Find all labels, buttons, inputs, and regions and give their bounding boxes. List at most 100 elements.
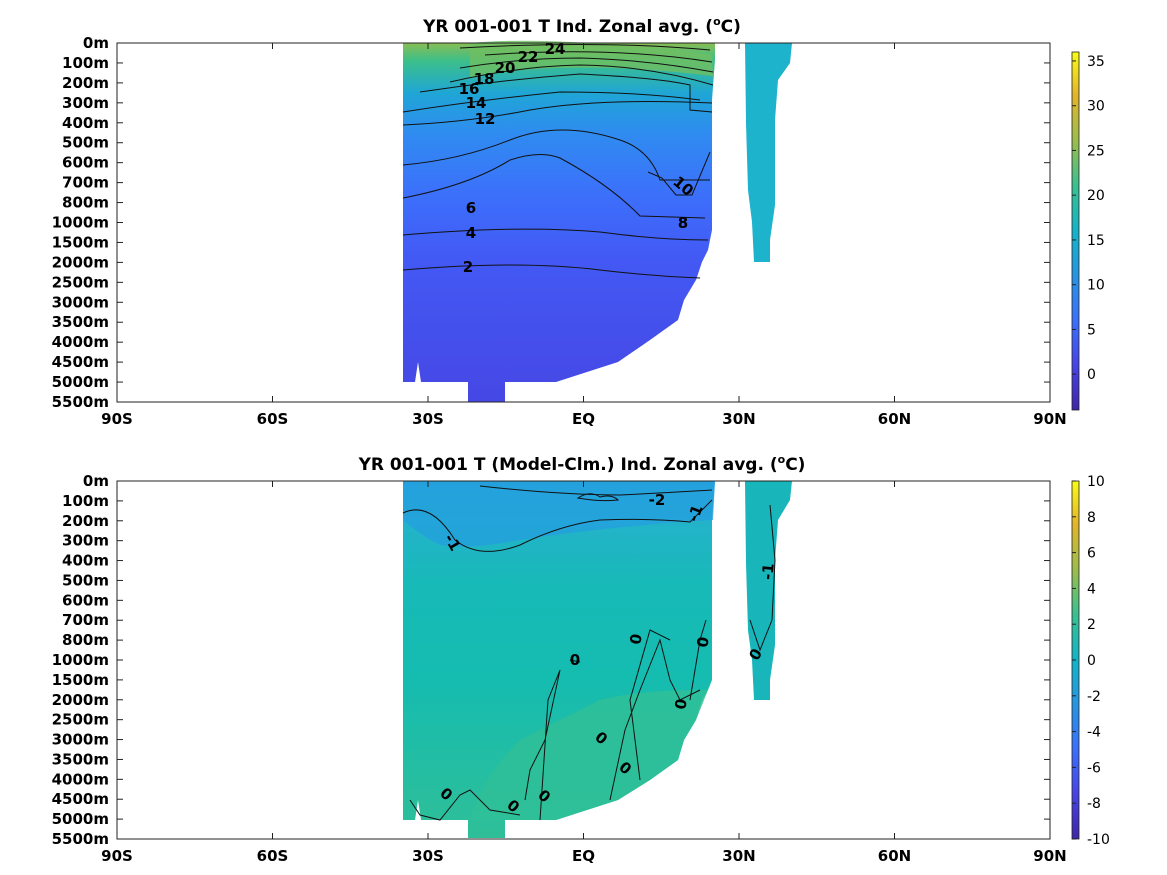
y-tick-label: 3000m — [52, 293, 109, 311]
y-tick-label: 400m — [62, 114, 109, 132]
y-tick-label: 400m — [62, 552, 109, 570]
y-tick-label: 800m — [62, 631, 109, 649]
x-tick-label: 30S — [412, 410, 444, 428]
y-tick-label: 5500m — [52, 393, 109, 411]
colorbar-tick-label: 10 — [1087, 278, 1105, 294]
contour-label: 0 — [693, 635, 713, 648]
chart-title: YR 001-001 T (Model-Clm.) Ind. Zonal avg… — [358, 453, 806, 475]
x-tick-label: 60N — [878, 410, 911, 428]
y-tick-label: 500m — [62, 134, 109, 152]
x-tick-label: 90S — [101, 410, 133, 428]
contour-label: 20 — [495, 59, 516, 77]
x-tick-label: 90S — [101, 847, 133, 865]
contour-label: 18 — [474, 70, 495, 88]
x-axis: 90S 60S 30S EQ 30N 60N 90N — [101, 43, 1067, 428]
y-tick-label: 4500m — [52, 790, 109, 808]
y-tick-label: 3500m — [52, 750, 109, 768]
y-tick-label: 4500m — [52, 353, 109, 371]
x-tick-label: 30S — [412, 847, 444, 865]
y-tick-label: 200m — [62, 512, 109, 530]
y-tick-label: 300m — [62, 532, 109, 550]
colorbar-tick-label: 0 — [1087, 367, 1096, 383]
contour-label: 24 — [545, 40, 566, 58]
colorbar-tick-label: -8 — [1087, 796, 1101, 812]
y-tick-label: 200m — [62, 74, 109, 92]
contour-lines — [402, 485, 776, 821]
y-tick-label: 1000m — [52, 651, 109, 669]
x-tick-label: 60S — [257, 847, 289, 865]
x-tick-label: EQ — [572, 847, 595, 865]
contour-lines — [402, 43, 714, 279]
y-tick-label: 300m — [62, 94, 109, 112]
colorbar-tick-label: 4 — [1087, 581, 1096, 597]
y-tick-label: 600m — [62, 154, 109, 172]
y-tick-label: 1500m — [52, 233, 109, 251]
colorbar: 35 30 25 20 15 10 5 0 — [1071, 51, 1105, 411]
y-tick-label: 600m — [62, 591, 109, 609]
x-axis: 90S 60S 30S EQ 30N 60N 90N — [101, 481, 1067, 865]
contour-label: 4 — [466, 224, 476, 242]
colorbar-tick-label: 8 — [1087, 510, 1096, 526]
chart-title: YR 001-001 T Ind. Zonal avg. (oC) — [422, 15, 741, 37]
colorbar-tick-label: -4 — [1087, 725, 1101, 741]
contour-label: 0 — [626, 632, 646, 645]
colorbar-tick-label: -10 — [1087, 832, 1110, 848]
panel-temperature: YR 001-001 T Ind. Zonal avg. (oC) 24 22 … — [52, 15, 1105, 428]
colorbar-tick-label: 6 — [1087, 546, 1096, 562]
y-tick-label: 700m — [62, 174, 109, 192]
y-tick-label: 2500m — [52, 711, 109, 729]
colorbar-ticks: 35 30 25 20 15 10 5 0 — [1072, 54, 1105, 383]
x-tick-label: 60S — [257, 410, 289, 428]
colorbar-tick-label: -6 — [1087, 760, 1101, 776]
contour-label: 0 — [671, 697, 691, 710]
x-tick-label: 90N — [1033, 410, 1066, 428]
contour-label: 22 — [518, 48, 539, 66]
heatmap-fill — [403, 40, 792, 402]
y-tick-label: 100m — [62, 54, 109, 72]
y-tick-label: 0m — [83, 34, 109, 52]
contour-label: 16 — [459, 80, 480, 98]
y-tick-label: 100m — [62, 492, 109, 510]
colorbar-tick-label: 20 — [1087, 188, 1105, 204]
x-tick-label: 30N — [722, 410, 755, 428]
panel-difference: YR 001-001 T (Model-Clm.) Ind. Zonal avg… — [52, 453, 1110, 865]
y-tick-label: 2500m — [52, 273, 109, 291]
contour-label: 12 — [475, 110, 496, 128]
y-tick-label: 5000m — [52, 373, 109, 391]
y-tick-label: 800m — [62, 194, 109, 212]
y-tick-label: 500m — [62, 571, 109, 589]
y-tick-label: 1500m — [52, 671, 109, 689]
x-tick-label: 30N — [722, 847, 755, 865]
y-tick-label: 3000m — [52, 731, 109, 749]
contour-label: 2 — [463, 258, 473, 276]
heatmap-fill — [403, 481, 792, 838]
contour-label: -2 — [649, 491, 666, 509]
colorbar-tick-label: 10 — [1087, 474, 1105, 490]
contour-label: 6 — [466, 199, 476, 217]
contour-label: 8 — [678, 214, 688, 232]
y-tick-label: 700m — [62, 611, 109, 629]
colorbar-tick-label: 35 — [1087, 54, 1105, 70]
x-tick-label: 90N — [1033, 847, 1066, 865]
y-tick-label: 3500m — [52, 313, 109, 331]
colorbar-tick-label: 25 — [1087, 143, 1105, 159]
colorbar-tick-label: 2 — [1087, 617, 1096, 633]
y-tick-label: 0m — [83, 472, 109, 490]
contour-label: 0 — [570, 651, 580, 669]
colorbar-tick-label: 15 — [1087, 233, 1105, 249]
colorbar-tick-label: -2 — [1087, 689, 1101, 705]
x-tick-label: EQ — [572, 410, 595, 428]
contour-label: -1 — [684, 502, 707, 524]
colorbar-tick-label: 30 — [1087, 99, 1105, 115]
colorbar-ticks: 10 8 6 4 2 0 -2 -4 -6 -8 -10 — [1072, 474, 1110, 848]
colorbar-tick-label: 0 — [1087, 653, 1096, 669]
y-tick-label: 2000m — [52, 253, 109, 271]
y-axis: 0m100m200m300m400m500m600m700m800m1000m1… — [52, 34, 1050, 411]
y-tick-label: 5500m — [52, 830, 109, 848]
contour-label: 14 — [466, 94, 487, 112]
contour-label: -1 — [440, 531, 464, 554]
y-tick-label: 4000m — [52, 333, 109, 351]
y-tick-label: 5000m — [52, 810, 109, 828]
